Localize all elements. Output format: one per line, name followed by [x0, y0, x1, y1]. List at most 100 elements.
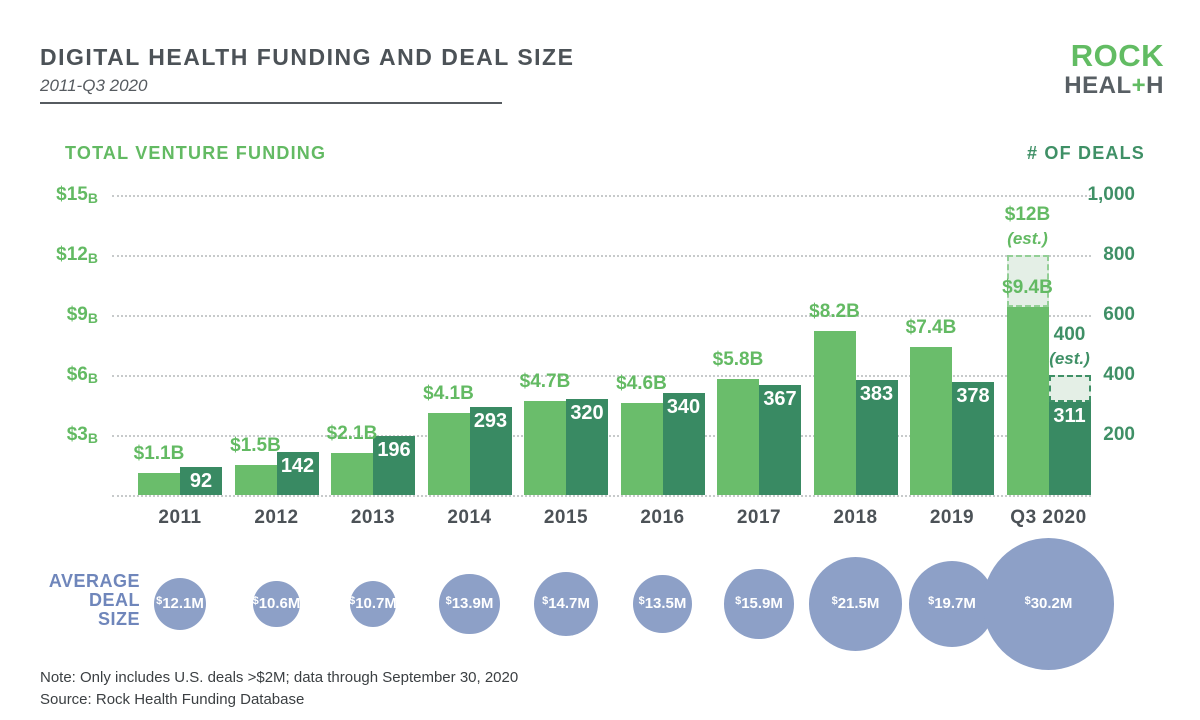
- funding-bar: [524, 401, 566, 495]
- bubble-value-label: $30.2M: [1024, 595, 1073, 613]
- funding-bar: [620, 403, 663, 495]
- x-axis-label: 2019: [929, 507, 975, 528]
- rock-health-logo: ROCK HEAL+H: [1064, 40, 1164, 98]
- deals-count-label: 320: [570, 402, 604, 424]
- deals-bar: [662, 393, 705, 495]
- funding-bar: [910, 347, 952, 495]
- bubble-value-label: $14.7M: [542, 595, 590, 613]
- x-axis-label: 2016: [640, 507, 685, 528]
- bubble-value-label: $19.7M: [928, 595, 976, 613]
- right-axis-tick: 600: [1103, 304, 1135, 325]
- funding-bar: [138, 473, 180, 495]
- page-subtitle: 2011-Q3 2020: [40, 76, 148, 95]
- funding-value-label: $1.5B: [230, 435, 281, 456]
- bubble-value-label: $15.9M: [735, 595, 783, 613]
- average-deal-size-label-line: AVERAGE: [48, 571, 140, 591]
- funding-estimate-label: $12B (est.): [1004, 204, 1051, 248]
- x-axis-label: 2012: [254, 507, 299, 528]
- x-axis-label: 2014: [447, 507, 492, 528]
- x-axis-label: 2018: [833, 507, 878, 528]
- average-deal-size-label: AVERAGE DEAL SIZE: [30, 572, 140, 629]
- footnote: Note: Only includes U.S. deals >$2M; dat…: [40, 669, 519, 686]
- x-axis-label: 2011: [158, 507, 202, 528]
- x-axis-label: 2015: [543, 507, 589, 528]
- left-axis-tick: $6B: [66, 364, 98, 386]
- average-deal-size-bubble: $13.5M: [633, 574, 692, 634]
- logo-health-text: HEAL+H: [1064, 72, 1164, 99]
- bubble-value-label: $13.5M: [638, 595, 687, 613]
- right-axis-tick: 800: [1103, 244, 1135, 265]
- gridline: [112, 375, 1091, 377]
- funding-value-label: $4.6B: [616, 373, 667, 394]
- logo-rock-text: ROCK: [1070, 38, 1164, 73]
- average-deal-size-bubble: $10.7M: [349, 580, 397, 628]
- deals-count-label: 196: [377, 439, 411, 462]
- left-axis-tick: $9B: [66, 304, 98, 326]
- average-deal-size-bubble: $14.7M: [534, 572, 598, 636]
- deals-count-label: 311: [1053, 404, 1086, 427]
- deals-count-label: 92: [189, 470, 213, 493]
- average-deal-size-bubble: $30.2M: [982, 538, 1115, 670]
- funding-bar: [813, 331, 856, 495]
- funding-value-label: $4.7B: [519, 371, 571, 392]
- gridline: [112, 315, 1091, 317]
- deals-count-label: 142: [280, 455, 315, 478]
- deals-count-label: 340: [666, 396, 701, 418]
- funding-bar: [427, 413, 470, 495]
- left-axis-tick: $3B: [66, 424, 98, 446]
- deals-bar: [855, 380, 898, 495]
- deals-bar: [1048, 401, 1091, 495]
- deals-estimate-box: [1048, 375, 1091, 402]
- left-axis-title: TOTAL VENTURE FUNDING: [65, 143, 327, 163]
- deals-bar: [952, 381, 994, 495]
- source-note: Source: Rock Health Funding Database: [40, 691, 305, 708]
- deals-bar: [373, 436, 415, 495]
- funding-bar: [717, 379, 759, 495]
- funding-value-label: $4.1B: [423, 383, 474, 404]
- average-deal-size-bubble: $13.9M: [439, 573, 500, 635]
- gridline: [112, 195, 1091, 197]
- average-deal-size-bubble: $15.9M: [724, 569, 794, 639]
- funding-bar: [234, 465, 277, 495]
- deals-bar: [469, 407, 512, 495]
- funding-value-label: $2.1B: [326, 423, 378, 444]
- bubble-value-label: $12.1M: [156, 595, 204, 613]
- bubble-value-label: $21.5M: [831, 595, 880, 613]
- deals-estimate-label: 400 (est.): [1049, 324, 1090, 368]
- deals-count-label: 378: [956, 384, 990, 407]
- left-axis-tick: $12B: [56, 244, 98, 266]
- average-deal-size-label-line: SIZE: [97, 609, 140, 629]
- right-axis-tick: 1,000: [1087, 184, 1135, 205]
- x-axis-label: 2017: [736, 507, 782, 528]
- deals-count-label: 367: [763, 387, 797, 410]
- x-axis-label: Q3 2020: [1010, 507, 1087, 528]
- right-axis-title: # OF DEALS: [1026, 143, 1145, 163]
- average-deal-size-label-line: DEAL: [89, 590, 140, 610]
- right-axis-tick: 400: [1103, 364, 1135, 385]
- deals-bar: [566, 399, 608, 495]
- average-deal-size-bubble: $12.1M: [153, 577, 207, 631]
- deals-count-label: 383: [859, 383, 894, 406]
- funding-value-label: $9.4B: [1002, 277, 1053, 298]
- logo-plus-icon: +: [1131, 72, 1147, 99]
- bubble-value-label: $13.9M: [445, 595, 494, 613]
- deals-count-label: 293: [473, 410, 508, 433]
- gridline: [112, 255, 1091, 257]
- funding-bar: [1006, 307, 1049, 495]
- deals-bar: [759, 384, 801, 495]
- funding-value-label: $1.1B: [133, 443, 185, 464]
- funding-value-label: $7.4B: [905, 317, 957, 338]
- funding-bar: [331, 453, 373, 495]
- average-deal-size-bubble: $19.7M: [909, 561, 995, 647]
- average-deal-size-bubble: $10.6M: [252, 580, 301, 628]
- bubble-value-label: $10.7M: [349, 595, 397, 613]
- funding-value-label: $8.2B: [809, 301, 860, 322]
- average-deal-size-bubble: $21.5M: [808, 557, 903, 651]
- gridline: [112, 495, 1091, 497]
- page-title: DIGITAL HEALTH FUNDING AND DEAL SIZE: [40, 44, 575, 70]
- bubble-value-label: $10.6M: [252, 595, 301, 613]
- title-divider: [40, 102, 502, 104]
- right-axis-tick: 200: [1103, 424, 1135, 445]
- deals-bar: [276, 452, 319, 495]
